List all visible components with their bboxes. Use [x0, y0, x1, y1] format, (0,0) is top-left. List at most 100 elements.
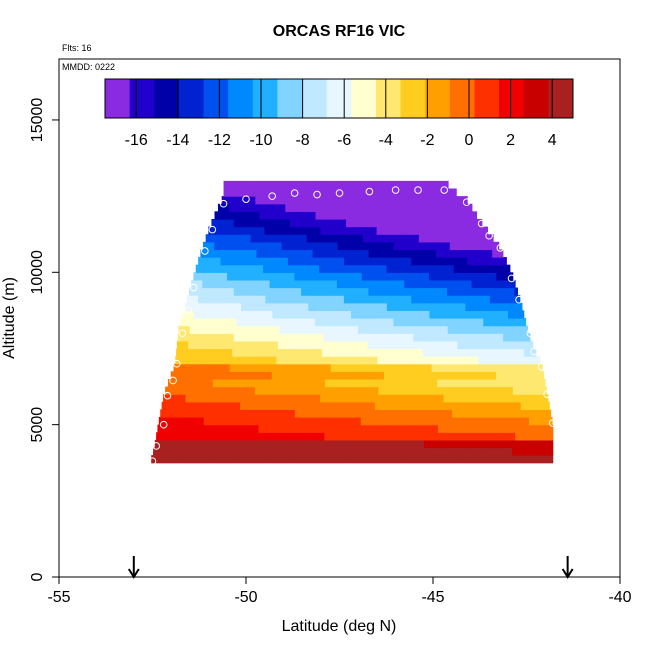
heatmap-cell [418, 234, 431, 243]
heatmap-cell [380, 325, 393, 334]
heatmap-cell [330, 264, 343, 273]
flight-profile-points [148, 186, 557, 466]
heatmap-cell [384, 310, 397, 319]
heatmap-cell [415, 279, 428, 289]
heatmap-cell [366, 447, 379, 456]
heatmap-cell [467, 356, 479, 365]
heatmap-cell [288, 348, 301, 357]
heatmap-cell [440, 310, 453, 319]
heatmap-cell [254, 447, 266, 456]
heatmap-cell [436, 325, 449, 334]
heatmap-cell [474, 234, 487, 243]
profile-point [548, 419, 557, 427]
heatmap-cell [257, 378, 270, 388]
heatmap-cell [202, 318, 215, 327]
heatmap-cell [346, 218, 358, 228]
heatmap-cell [442, 264, 455, 273]
heatmap-cell [324, 188, 337, 197]
heatmap-cell [228, 234, 240, 243]
heatmap-cell [513, 439, 526, 449]
heatmap-cell [160, 409, 173, 418]
colorbar-segment [523, 79, 549, 118]
heatmap-cell [252, 363, 264, 372]
heatmap-cell [225, 241, 238, 251]
heatmap-cell [343, 447, 356, 456]
heatmap [151, 180, 554, 464]
heatmap-cell [292, 318, 305, 327]
heatmap-cell [502, 340, 515, 350]
heatmap-cell [317, 409, 330, 418]
heatmap-cell [403, 378, 416, 388]
heatmap-cell [422, 295, 435, 304]
heatmap-cell [483, 318, 496, 327]
heatmap-cell [512, 447, 524, 456]
heatmap-cell [244, 333, 257, 342]
profile-point [365, 187, 374, 196]
heatmap-cell [337, 211, 350, 220]
heatmap-cell [504, 378, 517, 388]
heatmap-cell [231, 356, 244, 365]
chart-title: ORCAS RF16 VIC [273, 23, 406, 40]
heatmap-cell [310, 257, 323, 266]
heatmap-cell [473, 272, 486, 281]
heatmap-cell [234, 249, 246, 258]
heatmap-cell [492, 432, 505, 441]
heatmap-cell [461, 211, 474, 220]
heatmap-cell [181, 417, 194, 426]
colorbar-segment [351, 79, 377, 118]
heatmap-cell [301, 218, 313, 228]
x-axis: -55 -50 -45 -40 [47, 577, 632, 606]
heatmap-cell [234, 188, 247, 197]
heatmap-cell [534, 356, 541, 365]
heatmap-cell [319, 302, 332, 311]
heatmap-cell [234, 325, 247, 334]
heatmap-cell [246, 378, 259, 388]
heatmap-cell [510, 394, 523, 403]
heatmap-cell [391, 432, 404, 441]
heatmap-cell [292, 424, 304, 433]
heatmap-cell [171, 409, 184, 418]
heatmap-cell [548, 432, 554, 441]
down-arrow-icon [561, 556, 574, 579]
heatmap-cell [306, 310, 318, 319]
heatmap-cell [181, 371, 194, 380]
heatmap-cell [320, 394, 332, 403]
heatmap-cell [371, 318, 383, 327]
heatmap-cell [431, 203, 443, 212]
heatmap-cell [297, 302, 309, 311]
heatmap-cell [477, 394, 489, 403]
heatmap-cell [323, 439, 335, 449]
heatmap-cell [521, 302, 523, 311]
heatmap-cell [458, 325, 471, 334]
heatmap-cell [333, 340, 346, 350]
heatmap-cell [432, 226, 445, 235]
heatmap-cell [327, 417, 339, 426]
heatmap-cell [313, 188, 326, 197]
heatmap-cell [492, 249, 504, 258]
heatmap-cell [367, 196, 380, 205]
heatmap-cell [491, 333, 504, 342]
heatmap-cell [324, 432, 337, 441]
heatmap-cell [312, 218, 325, 228]
heatmap-cell [243, 348, 256, 357]
heatmap-cell [230, 394, 243, 403]
heatmap-cell [265, 356, 277, 365]
profile-point [496, 244, 505, 252]
heatmap-cell [320, 226, 333, 235]
heatmap-cell [508, 409, 520, 418]
heatmap-cell [394, 211, 406, 220]
heatmap-cell [286, 226, 299, 235]
heatmap-cell [179, 424, 192, 433]
heatmap-cell [333, 348, 346, 357]
heatmap-cell [173, 455, 186, 464]
heatmap-cell [187, 386, 200, 395]
heatmap-cell [409, 363, 421, 372]
heatmap-cell [221, 196, 234, 205]
heatmap-cell [318, 203, 331, 212]
heatmap-cell [498, 264, 511, 273]
heatmap-cell [348, 424, 360, 433]
colorbar-tick-label: 4 [548, 132, 557, 149]
heatmap-cell [271, 371, 284, 380]
heatmap-cell [230, 226, 243, 235]
heatmap-cell [491, 287, 504, 296]
